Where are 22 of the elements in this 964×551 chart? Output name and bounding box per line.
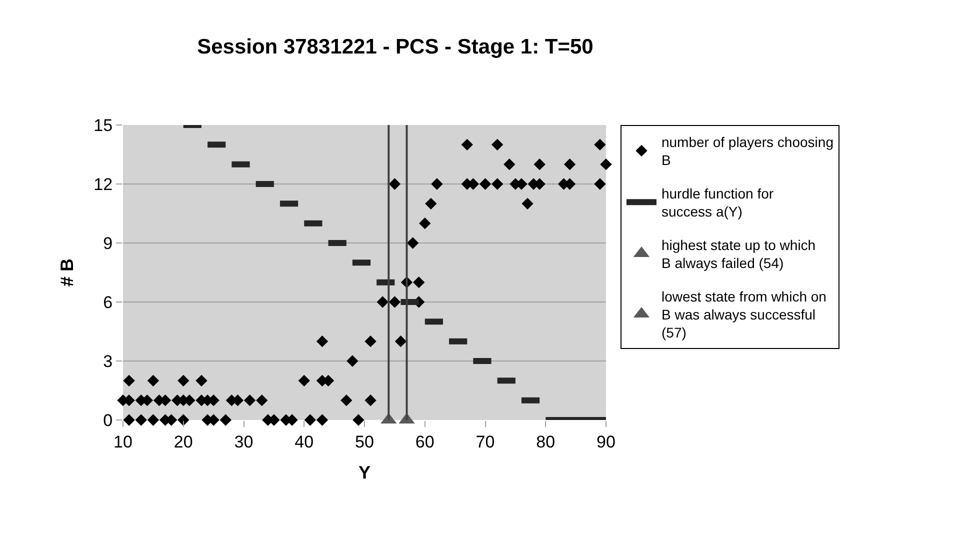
x-tick-label: 30 bbox=[234, 432, 254, 452]
legend-label: number of players choosing B bbox=[661, 134, 834, 168]
x-tick-label: 90 bbox=[596, 432, 616, 452]
x-axis-title: Y bbox=[358, 462, 371, 482]
y-tick-label: 12 bbox=[94, 174, 113, 194]
x-tick-label: 50 bbox=[355, 432, 374, 452]
y-tick-label: 15 bbox=[94, 116, 113, 135]
y-tick-label: 3 bbox=[103, 352, 113, 371]
chart-title: Session 37831221 - PCS - Stage 1: T=50 bbox=[197, 35, 594, 58]
legend-label: highest state up to which B always failed (54) bbox=[661, 236, 816, 272]
legend-label: lowest state from which on B was always successful (57) bbox=[661, 288, 826, 341]
x-tick-label: 70 bbox=[476, 432, 495, 452]
y-axis-title: # B bbox=[56, 258, 77, 287]
x-tick-label: 20 bbox=[174, 432, 193, 452]
x-tick-label: 10 bbox=[114, 432, 132, 452]
y-tick-label: 0 bbox=[103, 410, 113, 430]
y-tick-label: 6 bbox=[103, 292, 113, 312]
x-tick-label: 60 bbox=[415, 432, 434, 452]
legend-label: hurdle function for success a(Y) bbox=[661, 185, 774, 220]
x-tick-label: 40 bbox=[294, 432, 314, 452]
y-tick-label: 9 bbox=[103, 234, 113, 253]
x-tick-label: 80 bbox=[536, 432, 556, 452]
